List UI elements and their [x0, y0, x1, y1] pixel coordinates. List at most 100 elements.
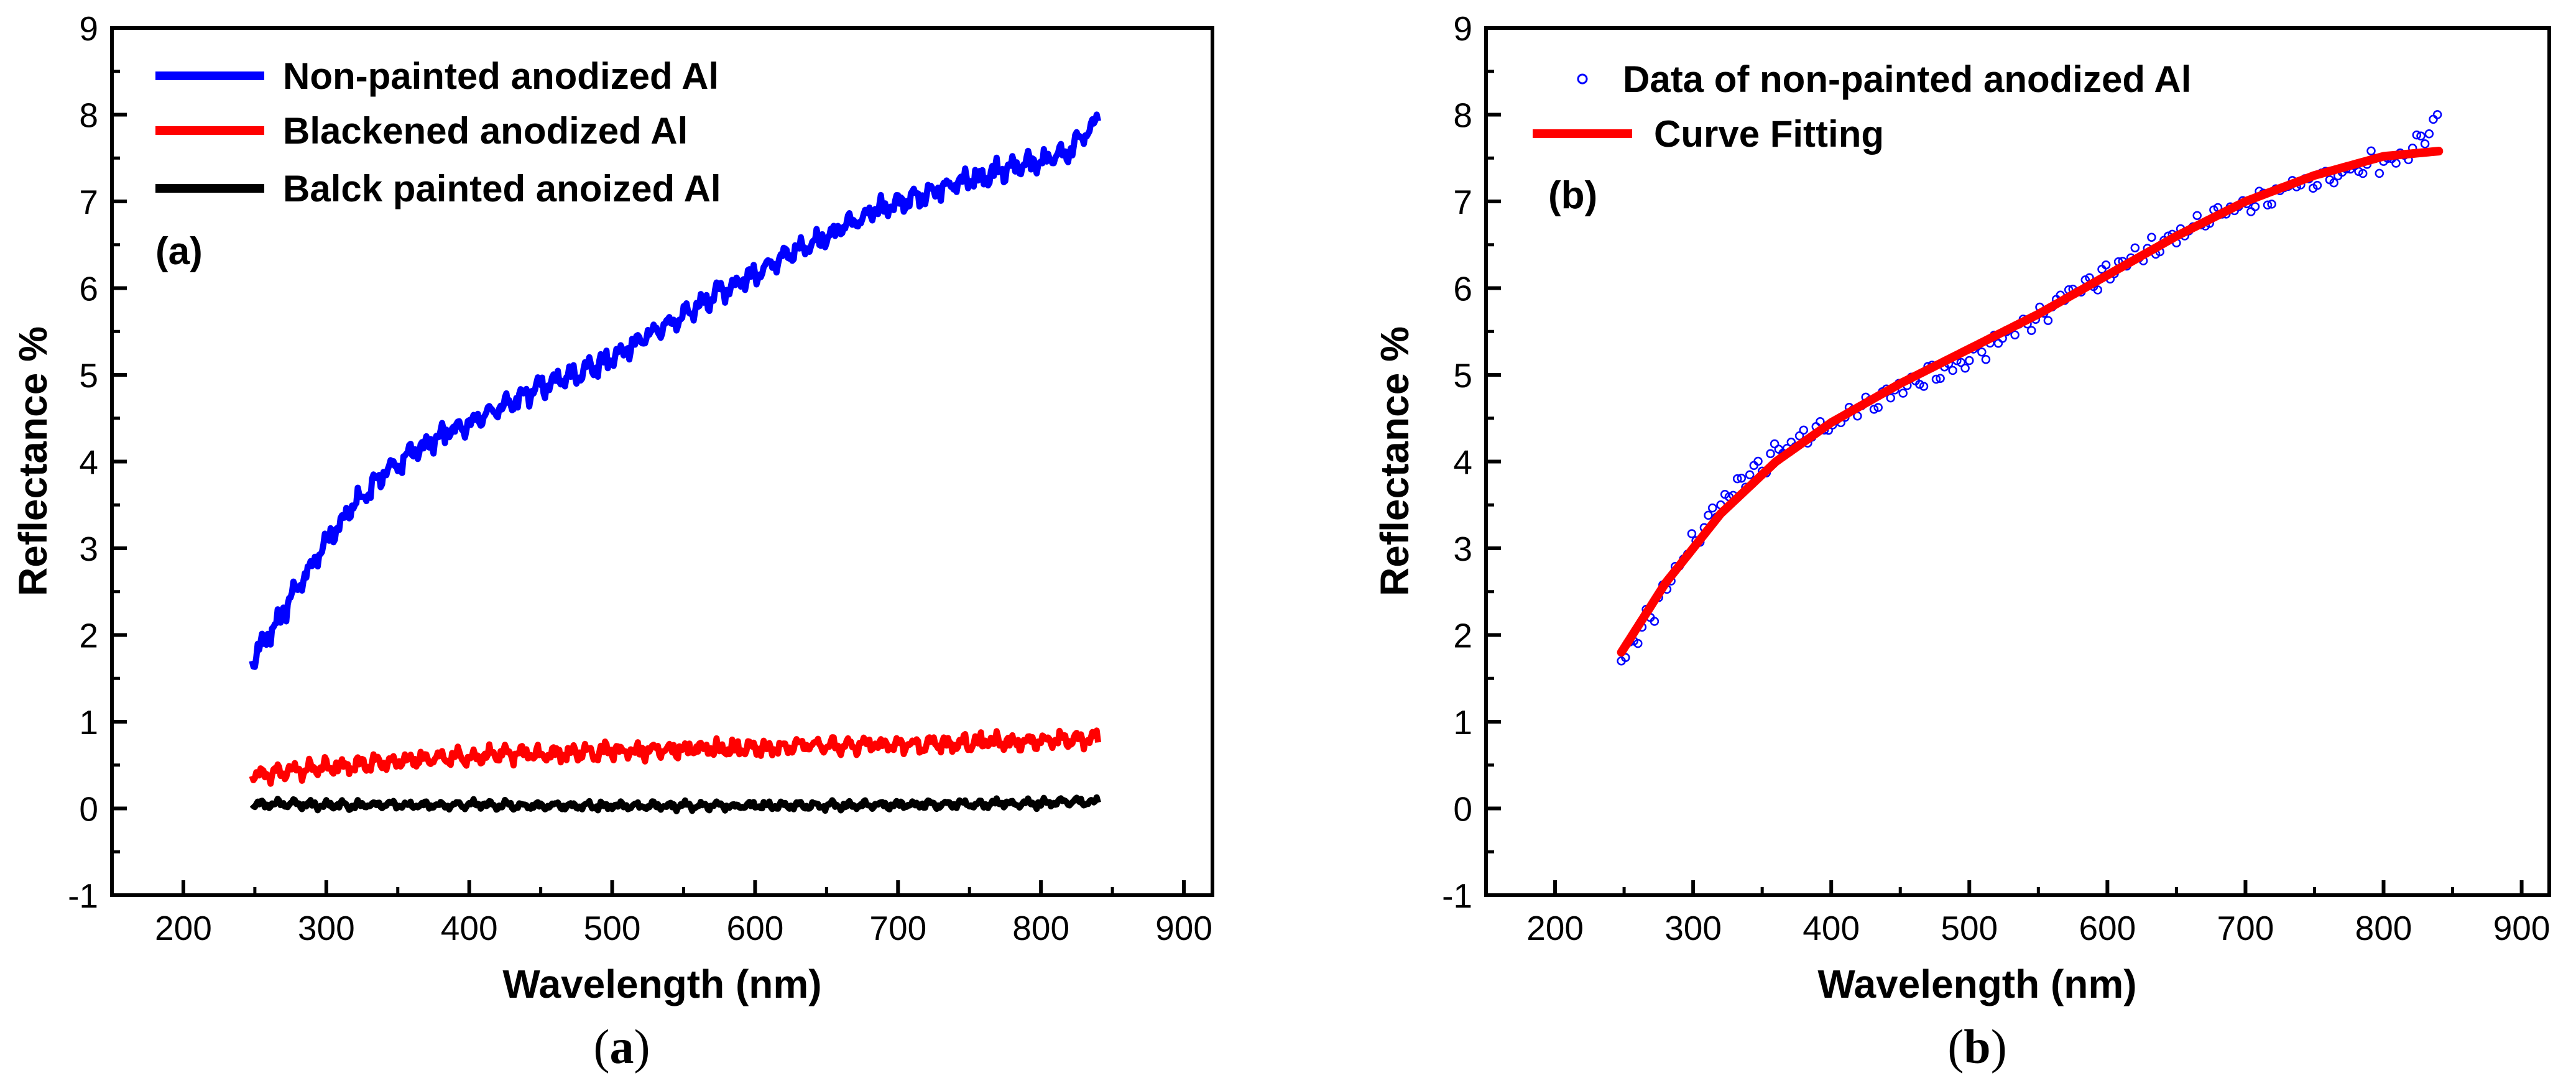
- data-point: [1936, 374, 1945, 384]
- x-tick-label: 700: [869, 909, 926, 947]
- data-point: [2412, 130, 2422, 140]
- data-point: [2354, 167, 2363, 177]
- data-point: [1745, 470, 1755, 480]
- data-point: [2010, 330, 2020, 340]
- y-tick-label: 4: [79, 443, 98, 482]
- chart-panel-b: -1 0 1 2 3 4 5 6 7 8 9 200 300 400 500 600 700 800 900 Re…: [1372, 9, 2551, 1074]
- data-point: [1956, 357, 1966, 367]
- x-tick-label: 900: [2493, 909, 2551, 947]
- data-point: [1977, 347, 1987, 357]
- panel-a-y-axis-title: Reflectance %: [11, 326, 55, 596]
- y-tick-label: 2: [1453, 617, 1472, 655]
- panel-b-plot-frame: [1484, 26, 2551, 897]
- data-point: [1799, 425, 1809, 435]
- y-tick-label: 6: [1453, 270, 1472, 308]
- legend-label-curve-fitting: Curve Fitting: [1654, 113, 1884, 155]
- y-tick-label: 3: [1453, 530, 1472, 568]
- data-point: [1981, 354, 1991, 364]
- x-tick-label: 600: [727, 909, 784, 947]
- panel-a-y-ticks: -1 0 1 2 3 4 5 6 7 8 9: [68, 9, 127, 915]
- y-tick-label: 9: [79, 9, 98, 48]
- x-tick-label: 700: [2217, 909, 2274, 947]
- data-point: [1766, 449, 1775, 459]
- y-tick-label: -1: [1442, 877, 1472, 915]
- data-point: [1704, 510, 1713, 520]
- series-line-1: [249, 727, 1102, 787]
- x-tick-label: 200: [1526, 909, 1584, 947]
- legend-swatch-data-points: [1577, 73, 1588, 85]
- data-point: [1873, 403, 1883, 412]
- x-tick-label: 500: [584, 909, 641, 947]
- data-point: [2130, 243, 2140, 252]
- y-tick-label: 8: [79, 96, 98, 135]
- y-tick-label: 9: [1453, 9, 1472, 48]
- x-tick-label: 200: [155, 909, 212, 947]
- data-point: [1753, 456, 1763, 466]
- data-point: [1915, 380, 1924, 389]
- y-tick-label: 4: [1453, 443, 1472, 482]
- y-tick-label: 7: [79, 183, 98, 221]
- data-point: [2101, 260, 2111, 270]
- series-line-2: [249, 794, 1101, 814]
- data-point: [1737, 474, 1747, 483]
- panel-a-x-axis-title: Wavelength (nm): [502, 962, 821, 1006]
- data-point: [1650, 617, 1660, 626]
- data-point: [1794, 431, 1804, 441]
- panel-a-legend: Non-painted anodized Al Blackened anodiz…: [155, 55, 721, 209]
- y-tick-label: 0: [79, 790, 98, 829]
- data-point: [1960, 364, 1970, 373]
- y-tick-label: 5: [1453, 356, 1472, 395]
- y-tick-label: 6: [79, 270, 98, 308]
- panel-a-tag: (a): [155, 230, 203, 273]
- panel-b-x-ticks: 200 300 400 500 600 700 800 900: [1484, 880, 2551, 947]
- data-point: [2312, 181, 2322, 190]
- data-point: [2026, 326, 2036, 335]
- panel-b-caption-letter: b: [1964, 1019, 1990, 1074]
- panel-b-legend: Data of non-painted anodized Al Curve Fi…: [1533, 58, 2191, 155]
- y-tick-label: 1: [1453, 703, 1472, 742]
- panel-b-series-layer: [1617, 110, 2444, 666]
- data-point: [2420, 139, 2430, 149]
- data-point: [1732, 474, 1742, 484]
- panel-b-tag: (b): [1548, 174, 1597, 217]
- data-point: [2147, 232, 2156, 242]
- fit-curve: [1617, 147, 2444, 657]
- data-point: [2358, 168, 2368, 178]
- panel-b-x-axis-title: Wavelength (nm): [1817, 962, 2136, 1006]
- data-point: [2432, 110, 2442, 119]
- data-point: [2093, 285, 2103, 295]
- data-point: [1687, 529, 1697, 538]
- legend-label-non-painted: Non-painted anodized Al: [283, 55, 719, 97]
- x-tick-label: 400: [1803, 909, 1860, 947]
- x-tick-label: 500: [1941, 909, 1998, 947]
- data-point: [1898, 389, 1908, 398]
- data-point: [1948, 366, 1957, 375]
- data-point: [1931, 374, 1941, 384]
- x-tick-label: 800: [2355, 909, 2412, 947]
- legend-label-data-points: Data of non-painted anodized Al: [1623, 58, 2191, 100]
- y-tick-label: 5: [79, 356, 98, 395]
- data-point: [1965, 356, 1974, 366]
- panel-a-caption-letter: a: [610, 1019, 634, 1074]
- data-point: [1707, 503, 1717, 513]
- x-tick-label: 900: [1155, 909, 1212, 947]
- series-line-0: [249, 111, 1101, 670]
- y-tick-label: -1: [68, 877, 98, 915]
- data-point: [2416, 131, 2426, 141]
- legend-label-black-painted: Balck painted anoized Al: [283, 168, 721, 209]
- data-point: [2329, 178, 2338, 188]
- panel-b-y-ticks: -1 0 1 2 3 4 5 6 7 8 9: [1442, 9, 1501, 915]
- panel-a-series-layer: [249, 111, 1102, 814]
- data-point: [2192, 211, 2202, 220]
- y-tick-label: 2: [79, 617, 98, 655]
- panel-a-plot-frame: [110, 26, 1214, 897]
- y-tick-label: 0: [1453, 790, 1472, 829]
- data-point: [2267, 200, 2276, 209]
- data-point: [1633, 638, 1643, 648]
- panel-a-caption: (a): [594, 1019, 650, 1074]
- x-tick-label: 400: [441, 909, 498, 947]
- panel-a-x-ticks: 200 300 400 500 600 700 800 900: [110, 880, 1212, 947]
- data-point: [2366, 146, 2376, 156]
- data-point: [1919, 382, 1929, 391]
